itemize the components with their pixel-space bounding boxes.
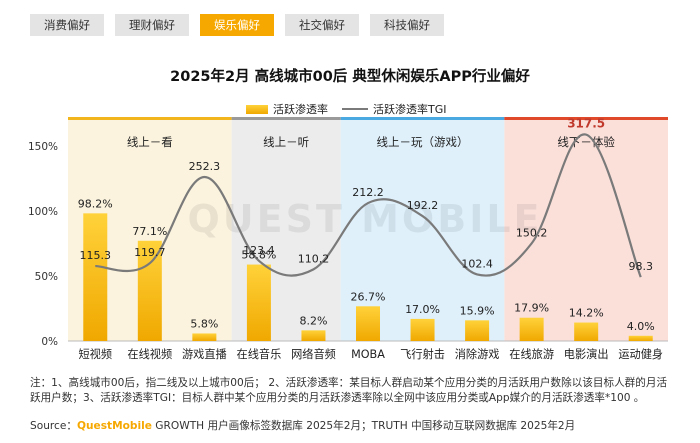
group-label-3: 线下－体验 (557, 135, 615, 149)
x-category-label-0: 短视频 (78, 347, 112, 361)
tgi-line (95, 133, 642, 278)
bar-1 (137, 240, 162, 341)
chart-title: 2025年2月 高线城市00后 典型休闲娱乐APP行业偏好 (170, 69, 530, 85)
x-category-label-9: 电影演出 (564, 347, 609, 361)
legend-item-line: 活跃渗透率TGI (342, 101, 447, 117)
group-panel-2 (340, 120, 505, 341)
x-category-label-10: 运动健身 (618, 347, 663, 361)
x-category-label-4: 网络音频 (291, 347, 336, 361)
tgi-value-label-7: 102.4 (461, 257, 493, 270)
tgi-value-label-10: 98.3 (628, 260, 653, 273)
bar-value-label-7: 15.9% (460, 304, 495, 317)
group-topline-1 (231, 117, 341, 120)
bar-value-label-3: 58.8% (241, 249, 276, 262)
bar-value-label-8: 17.9% (514, 302, 549, 315)
legend-line-label: 活跃渗透率TGI (373, 103, 447, 116)
bar-9 (574, 322, 599, 341)
chart-legend: 活跃渗透率 活跃渗透率TGI (246, 101, 461, 117)
chart-notes: 注：1、高线城市00后，指二线及以上城市00后； 2、活跃渗透率：某目标人群启动… (30, 377, 668, 404)
source-brand-logo: QuestMobile (76, 420, 152, 432)
x-category-label-7: 消除游戏 (455, 347, 500, 361)
x-category-label-2: 游戏直播 (182, 347, 227, 361)
bar-value-label-5: 26.7% (351, 290, 386, 303)
chart-source: Source：QuestMobile GROWTH 用户画像标签数据库 2025… (30, 418, 575, 433)
bar-4 (301, 330, 326, 341)
tgi-value-label-1: 119.7 (134, 246, 166, 259)
bar-0 (83, 213, 108, 341)
tgi-value-label-5: 212.2 (352, 186, 384, 199)
tgi-value-label-9: 317.5 (567, 117, 605, 131)
x-category-label-5: MOBA (351, 348, 385, 361)
bar-value-label-2: 5.8% (190, 317, 218, 330)
y-tick-label-1: 50% (35, 271, 58, 283)
group-topline-0 (68, 117, 232, 120)
bar-value-label-4: 8.2% (299, 314, 327, 327)
x-category-label-8: 在线旅游 (509, 347, 554, 361)
tgi-value-label-3: 123.4 (243, 244, 275, 257)
legend-item-bar: 活跃渗透率 (246, 101, 328, 117)
y-tick-label-2: 100% (28, 206, 58, 218)
bar-7 (465, 320, 490, 341)
y-tick-label-3: 150% (28, 141, 58, 153)
tab-4[interactable]: 科技偏好 (370, 14, 444, 36)
bar-value-label-6: 17.0% (405, 303, 440, 316)
bar-value-label-0: 98.2% (78, 197, 113, 210)
source-text: GROWTH 用户画像标签数据库 2025年2月；TRUTH 中国移动互联网数据… (151, 420, 576, 432)
tab-0[interactable]: 消费偏好 (30, 14, 104, 36)
watermark-text: QUEST MOBILE (187, 197, 542, 241)
tgi-value-label-6: 192.2 (407, 199, 439, 212)
tgi-value-label-2: 252.3 (189, 160, 221, 173)
group-topline-3 (504, 117, 668, 120)
group-label-0: 线上－看 (127, 135, 173, 149)
y-tick-label-0: 0% (41, 336, 58, 348)
group-label-2: 线上－玩（游戏） (377, 135, 469, 149)
tab-3[interactable]: 社交偏好 (285, 14, 359, 36)
bar-value-label-9: 14.2% (569, 307, 604, 320)
bar-10 (628, 335, 653, 341)
legend-bar-swatch (246, 104, 268, 114)
tab-1[interactable]: 理财偏好 (115, 14, 189, 36)
group-panel-3 (504, 120, 668, 341)
source-prefix: Source： (30, 420, 77, 432)
tgi-value-label-0: 115.3 (80, 249, 112, 262)
bar-value-label-1: 77.1% (132, 225, 167, 238)
group-topline-2 (340, 117, 505, 120)
bar-3 (246, 264, 271, 341)
legend-line-swatch (342, 108, 368, 110)
tab-2[interactable]: 娱乐偏好 (200, 14, 274, 36)
x-category-label-3: 在线音乐 (237, 347, 282, 361)
bar-5 (356, 306, 380, 341)
tgi-value-label-8: 150.2 (516, 226, 548, 239)
group-label-1: 线上－听 (263, 135, 309, 149)
bar-2 (192, 333, 217, 341)
bar-6 (410, 318, 435, 341)
x-category-label-1: 在线视频 (127, 347, 172, 361)
tgi-value-label-4: 110.2 (298, 252, 330, 265)
bar-8 (519, 317, 544, 341)
legend-bar-label: 活跃渗透率 (273, 103, 328, 116)
x-category-label-6: 飞行射击 (400, 347, 445, 361)
bar-value-label-10: 4.0% (627, 320, 655, 333)
